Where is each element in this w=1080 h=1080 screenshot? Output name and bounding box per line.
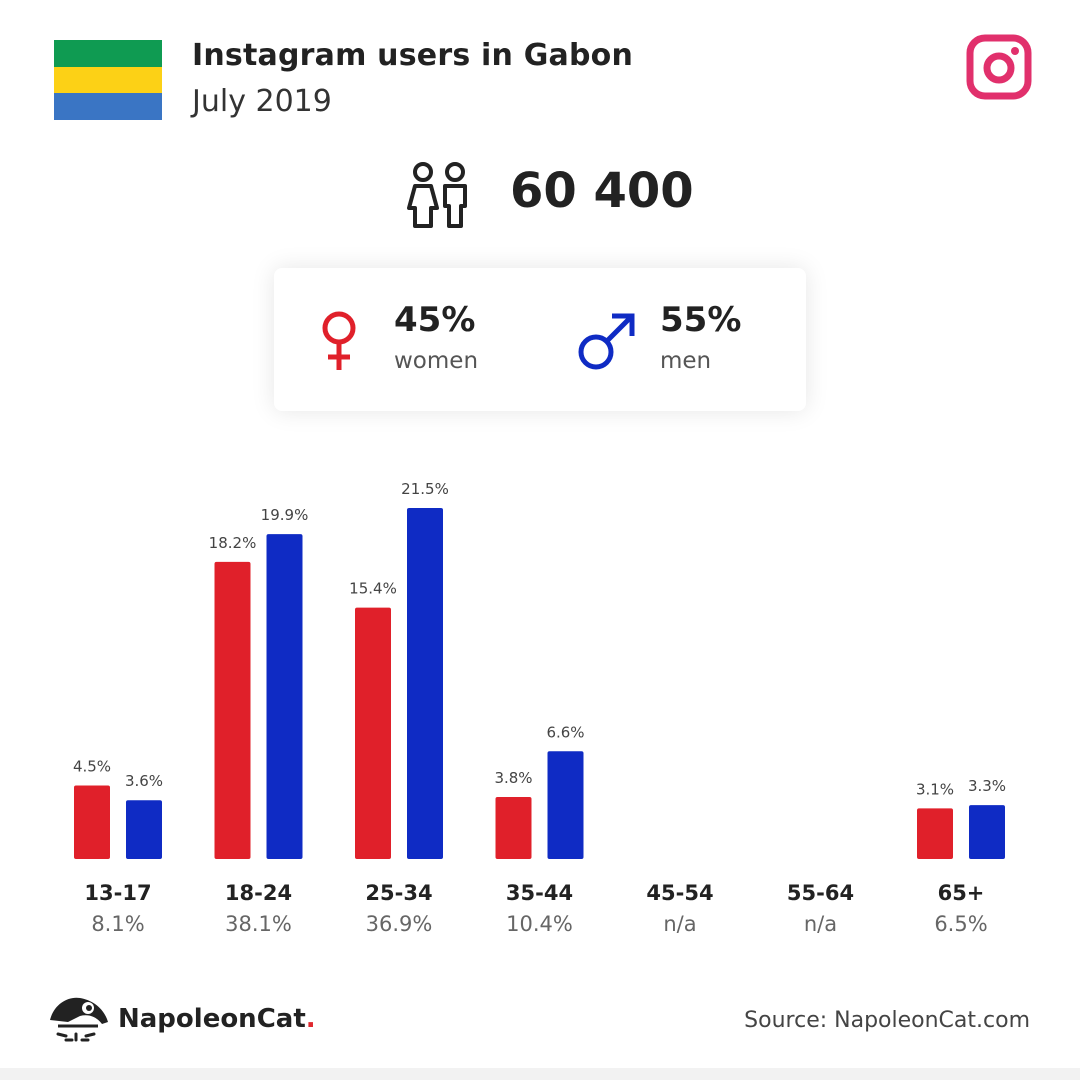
category-total-55-64: n/a xyxy=(804,912,837,936)
bar-men-13-17 xyxy=(126,800,162,859)
page-subtitle: July 2019 xyxy=(192,84,332,119)
people-icon xyxy=(407,162,467,228)
gabon-flag xyxy=(54,40,162,121)
source-note: Source: NapoleonCat.com xyxy=(744,1008,1030,1033)
data-label-women-35-44: 3.8% xyxy=(494,769,532,787)
data-label-men-65+: 3.3% xyxy=(968,777,1006,795)
data-label-women-18-24: 18.2% xyxy=(209,534,257,552)
category-total-18-24: 38.1% xyxy=(225,912,292,936)
data-label-women-13-17: 4.5% xyxy=(73,758,111,776)
data-label-men-18-24: 19.9% xyxy=(261,506,309,524)
bar-women-65+ xyxy=(917,808,953,859)
bar-men-25-34 xyxy=(407,508,443,859)
instagram-icon xyxy=(966,34,1032,100)
category-label-35-44: 35-44 xyxy=(506,881,573,905)
flag-stripe-yellow xyxy=(54,66,162,94)
total-users-value: 60 400 xyxy=(510,163,694,219)
category-label-45-54: 45-54 xyxy=(646,881,713,905)
napoleoncat-logo-icon xyxy=(50,997,108,1042)
category-label-13-17: 13-17 xyxy=(84,881,151,905)
data-label-women-65+: 3.1% xyxy=(916,780,954,798)
category-label-18-24: 18-24 xyxy=(225,881,292,905)
bar-men-35-44 xyxy=(547,751,584,859)
bar-men-18-24 xyxy=(266,534,303,859)
age-gender-bar-chart: 4.5% 3.6% 13-17 8.1% 18.2%19.9% 18-24 38.1% 15.… xyxy=(73,480,1006,936)
women-label: women xyxy=(394,348,479,374)
male-symbol-icon xyxy=(578,313,635,370)
category-total-35-44: 10.4% xyxy=(506,912,573,936)
bar-men-65+ xyxy=(969,805,1005,859)
men-percentage: 55% xyxy=(660,300,742,340)
data-label-women-25-34: 15.4% xyxy=(349,580,397,598)
women-percentage: 45% xyxy=(394,300,476,340)
category-label-25-34: 25-34 xyxy=(365,881,432,905)
flag-stripe-blue xyxy=(54,93,162,121)
female-symbol-icon xyxy=(322,311,356,370)
category-total-13-17: 8.1% xyxy=(91,912,144,936)
bar-women-18-24 xyxy=(214,561,251,859)
gender-card: 45% women 55% men xyxy=(274,268,806,411)
category-total-25-34: 36.9% xyxy=(366,912,433,936)
bar-women-25-34 xyxy=(355,607,391,859)
category-label-65+: 65+ xyxy=(938,881,985,905)
category-total-45-54: n/a xyxy=(663,912,696,936)
category-label-55-64: 55-64 xyxy=(787,881,854,905)
bar-women-35-44 xyxy=(495,796,532,859)
category-total-65+: 6.5% xyxy=(934,912,987,936)
brand-name: NapoleonCat. xyxy=(118,1004,316,1034)
data-label-men-13-17: 3.6% xyxy=(125,772,163,790)
page-title: Instagram users in Gabon xyxy=(192,38,634,73)
men-label: men xyxy=(660,348,712,374)
data-label-men-35-44: 6.6% xyxy=(546,723,584,741)
bar-women-13-17 xyxy=(74,785,110,859)
bottom-strip xyxy=(0,1068,1080,1080)
data-label-men-25-34: 21.5% xyxy=(401,480,449,498)
flag-stripe-green xyxy=(54,40,162,67)
